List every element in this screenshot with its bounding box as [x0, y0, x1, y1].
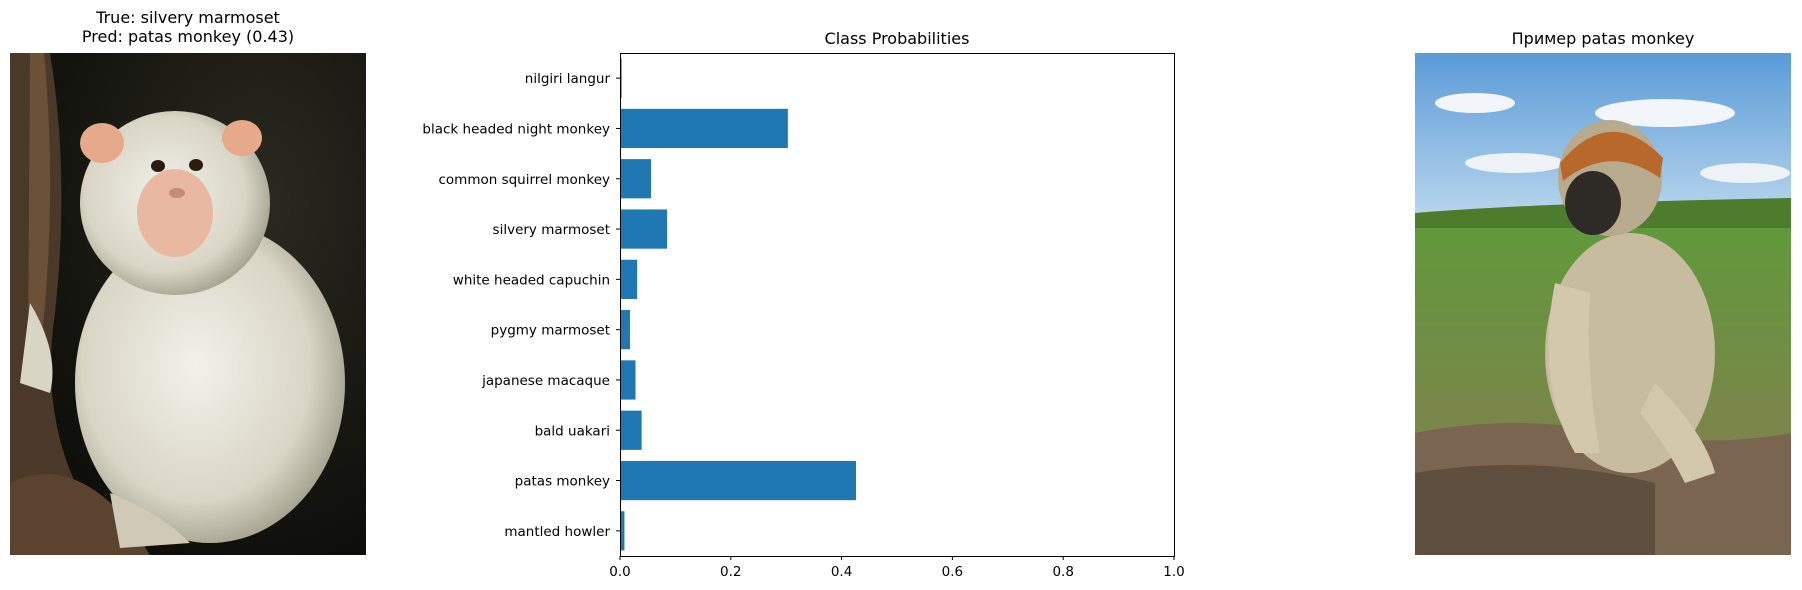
- x-tick-label: 0.4: [831, 564, 852, 580]
- x-tick-label: 0.2: [720, 564, 741, 580]
- bar-pygmy-marmoset: [620, 310, 630, 350]
- y-tick-labels: nilgiri langur black headed night monkey c…: [422, 71, 620, 540]
- y-tick-label: japanese macaque: [481, 373, 610, 389]
- bar-black-headed-night-monkey: [620, 108, 788, 149]
- bar-patas-monkey: [620, 460, 857, 501]
- bars-group: [620, 58, 857, 551]
- y-tick-label: white headed capuchin: [453, 272, 610, 288]
- y-tick-label: patas monkey: [515, 474, 610, 490]
- x-tick-label: 0.0: [609, 564, 630, 580]
- y-tick-label: pygmy marmoset: [491, 323, 610, 339]
- chart-title: Class Probabilities: [825, 29, 970, 48]
- left-panel-title: True: silvery marmoset Pred: patas monke…: [10, 8, 366, 46]
- right-panel-title: Пример patas monkey: [1511, 29, 1695, 48]
- y-tick-label: nilgiri langur: [525, 71, 611, 87]
- marmoset-photo: [10, 53, 366, 555]
- true-label: True: silvery marmoset: [96, 8, 280, 27]
- bar-japanese-macaque: [620, 360, 636, 400]
- bar-common-squirrel-monkey: [620, 159, 652, 199]
- x-tick-label: 1.0: [1163, 564, 1184, 580]
- y-tick-label: bald uakari: [535, 423, 610, 439]
- x-tick-label: 0.6: [942, 564, 963, 580]
- x-tick-labels: 0.0 0.2 0.4 0.6 0.8 1.0: [609, 556, 1185, 580]
- x-tick-label: 0.8: [1052, 564, 1073, 580]
- patas-monkey-photo: [1415, 53, 1791, 555]
- y-tick-label: mantled howler: [504, 524, 610, 540]
- y-tick-label: black headed night monkey: [422, 121, 610, 137]
- y-tick-label: common squirrel monkey: [438, 172, 610, 188]
- pred-label: Pred: patas monkey (0.43): [81, 27, 295, 46]
- bar-bald-uakari: [620, 410, 642, 450]
- bar-silvery-marmoset: [620, 209, 668, 249]
- bar-white-headed-capuchin: [620, 259, 638, 299]
- axes-frame: [620, 53, 1175, 557]
- y-tick-label: silvery marmoset: [493, 222, 610, 238]
- bar-mantled-howler: [620, 511, 625, 551]
